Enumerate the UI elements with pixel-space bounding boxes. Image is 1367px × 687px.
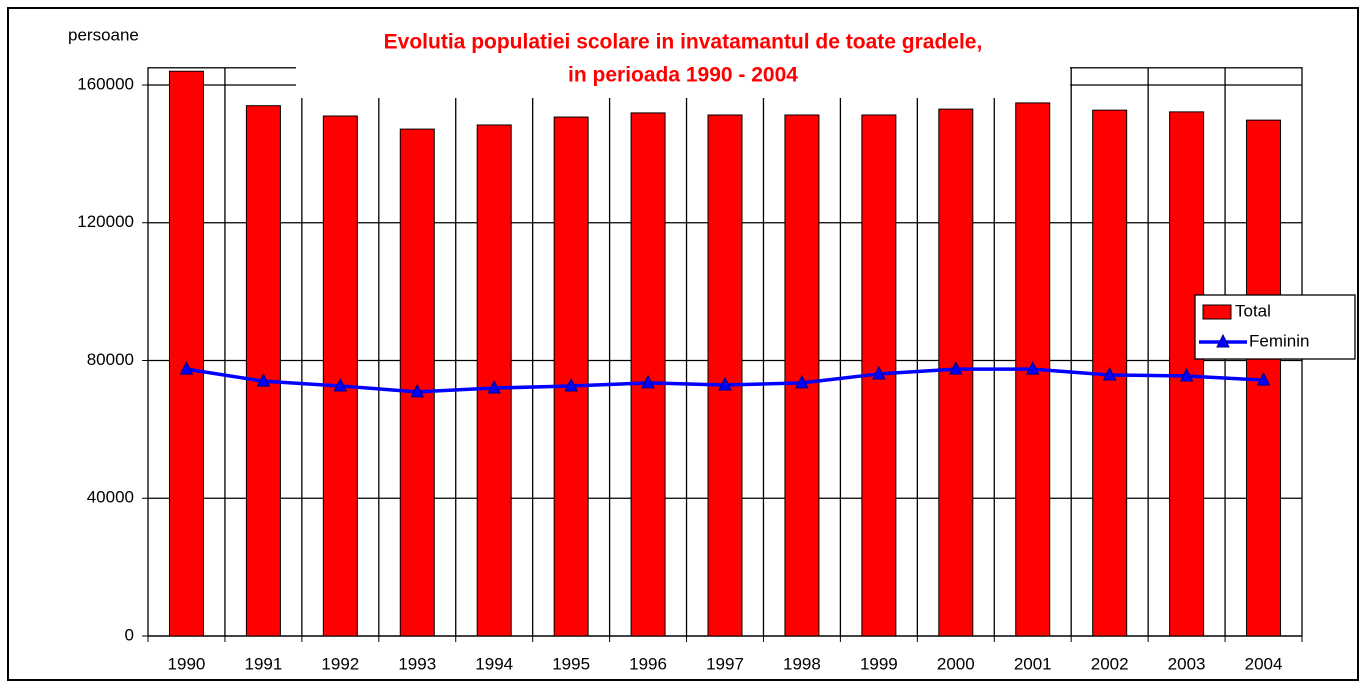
x-tick-label: 2004 — [1245, 654, 1283, 673]
chart-title: Evolutia populatiei scolare in invataman… — [384, 31, 983, 54]
y-tick-label: 80000 — [87, 350, 134, 369]
x-tick-label: 1996 — [629, 654, 667, 673]
y-tick-label: 0 — [125, 625, 134, 644]
x-tick-label: 1993 — [398, 654, 436, 673]
x-tick-label: 2003 — [1168, 654, 1206, 673]
x-tick-label: 1994 — [475, 654, 513, 673]
legend-label: Feminin — [1249, 331, 1309, 350]
marker — [1256, 372, 1271, 386]
legend-swatch — [1202, 304, 1232, 320]
x-tick-label: 2000 — [937, 654, 975, 673]
x-tick-label: 1992 — [321, 654, 359, 673]
marker — [179, 361, 194, 375]
title-box — [296, 24, 1070, 98]
x-tick-label: 2002 — [1091, 654, 1129, 673]
bar — [322, 115, 358, 637]
x-tick-label: 2001 — [1014, 654, 1052, 673]
bar — [399, 128, 435, 637]
marker — [487, 379, 502, 394]
marker — [1025, 361, 1040, 375]
bar — [707, 114, 743, 637]
marker — [256, 373, 271, 387]
marker — [333, 377, 348, 392]
marker — [1179, 367, 1194, 382]
bar — [245, 105, 281, 637]
marker — [410, 383, 425, 398]
x-tick-label: 1998 — [783, 654, 821, 673]
legend-label: Total — [1235, 301, 1271, 320]
y-tick-label: 120000 — [77, 212, 134, 231]
chart-title: in perioada 1990 - 2004 — [568, 64, 798, 87]
plot-area — [142, 67, 1303, 642]
bar — [630, 112, 666, 637]
marker — [872, 365, 886, 380]
x-tick-label: 1990 — [168, 654, 206, 673]
bar — [553, 116, 589, 637]
x-tick-label: 1995 — [552, 654, 590, 673]
marker — [795, 374, 809, 389]
y-axis-label: persoane — [68, 25, 139, 44]
y-tick-label: 160000 — [77, 75, 134, 94]
x-tick-label: 1991 — [244, 654, 282, 673]
marker — [641, 374, 655, 389]
marker — [1102, 366, 1117, 381]
legend-marker — [1216, 333, 1230, 348]
x-tick-label: 1999 — [860, 654, 898, 673]
x-tick-label: 1997 — [706, 654, 744, 673]
y-tick-label: 40000 — [87, 488, 134, 507]
bar — [168, 70, 204, 637]
marker — [948, 361, 963, 375]
marker — [718, 376, 732, 391]
marker — [564, 377, 578, 392]
